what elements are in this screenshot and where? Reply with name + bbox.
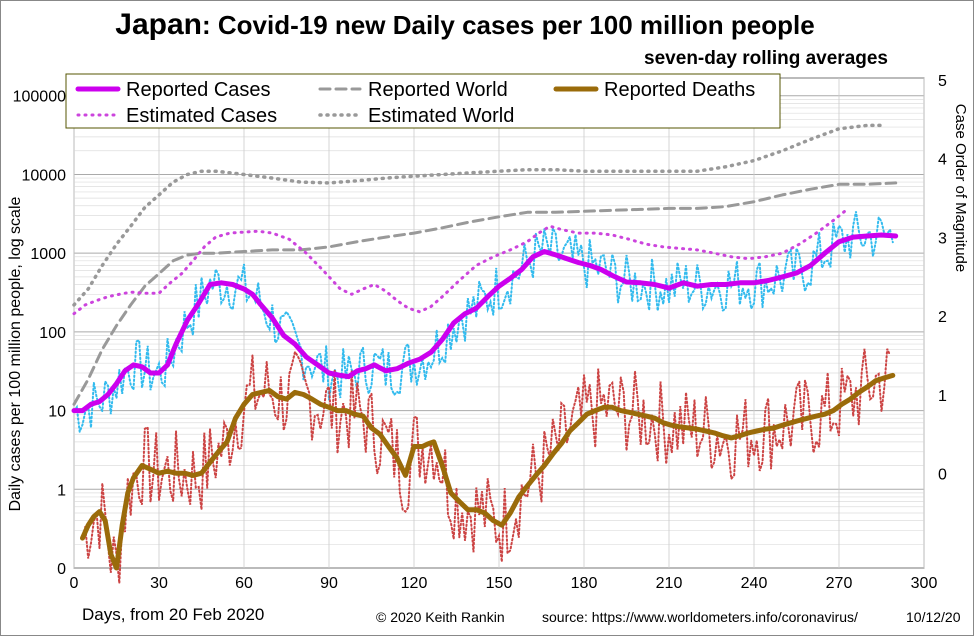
x-tick-label: 180 — [571, 575, 598, 592]
legend-label: Estimated Cases — [126, 105, 277, 127]
x-axis-label: Days, from 20 Feb 2020 — [82, 605, 265, 624]
y-tick-label: 100 — [39, 325, 66, 342]
series-reported-cases — [71, 232, 899, 414]
y2-tick-label: 5 — [938, 73, 947, 90]
x-tick-label: 150 — [486, 575, 513, 592]
y2-tick-label: 0 — [938, 467, 947, 484]
legend-label: Reported Cases — [126, 79, 271, 101]
date-text: 10/12/20 — [906, 609, 961, 625]
legend: Reported Cases Reported World Reported Dea… — [65, 73, 781, 129]
legend-box — [65, 73, 781, 129]
x-tick-label: 60 — [235, 575, 253, 592]
title-text: : Covid-19 new Daily cases per 100 milli… — [202, 10, 815, 40]
series-reported-deaths — [80, 372, 896, 571]
x-tick-label: 120 — [401, 575, 428, 592]
x-tick-label: 300 — [911, 575, 938, 592]
source-text: source: https://www.worldometers.info/co… — [542, 609, 858, 625]
series-estimated-cases — [72, 209, 847, 316]
y-tick-label: 100000 — [13, 89, 66, 106]
y-tick-label: 10 — [48, 404, 66, 421]
x-tick-label: 30 — [150, 575, 168, 592]
x-tick-label: 240 — [741, 575, 768, 592]
y2-tick-label: 1 — [938, 388, 947, 405]
legend-label: Reported World — [368, 79, 508, 101]
legend-label: Reported Deaths — [604, 79, 755, 101]
chart-title: Japan: Covid-19 new Daily cases per 100 … — [0, 8, 930, 42]
x-tick-label: 210 — [656, 575, 683, 592]
x-tick-label: 270 — [826, 575, 853, 592]
y-tick-label: 1 — [57, 482, 66, 499]
y-tick-label: 0 — [57, 561, 66, 578]
y-tick-label: 10000 — [22, 167, 67, 184]
y2-axis-label: Case Order of Magnitude — [952, 104, 969, 272]
daily-deaths-raw-line — [81, 348, 891, 584]
daily-cases-raw-line — [73, 211, 894, 433]
y2-tick-label: 4 — [938, 152, 947, 169]
title-country: Japan — [115, 8, 203, 41]
legend-label: Estimated World — [368, 105, 514, 127]
copyright-text: © 2020 Keith Rankin — [376, 609, 505, 625]
x-tick-label: 90 — [320, 575, 338, 592]
y2-tick-label: 3 — [938, 230, 947, 247]
y2-tick-label: 2 — [938, 309, 947, 326]
y-axis-label: Daily cases per 100 million people, log … — [7, 196, 24, 511]
series-reported-world — [72, 181, 898, 406]
x-tick-label: 0 — [70, 575, 79, 592]
y-tick-label: 1000 — [30, 246, 66, 263]
series-estimated-world — [72, 123, 884, 307]
chart-subtitle: seven-day rolling averages — [644, 48, 888, 69]
